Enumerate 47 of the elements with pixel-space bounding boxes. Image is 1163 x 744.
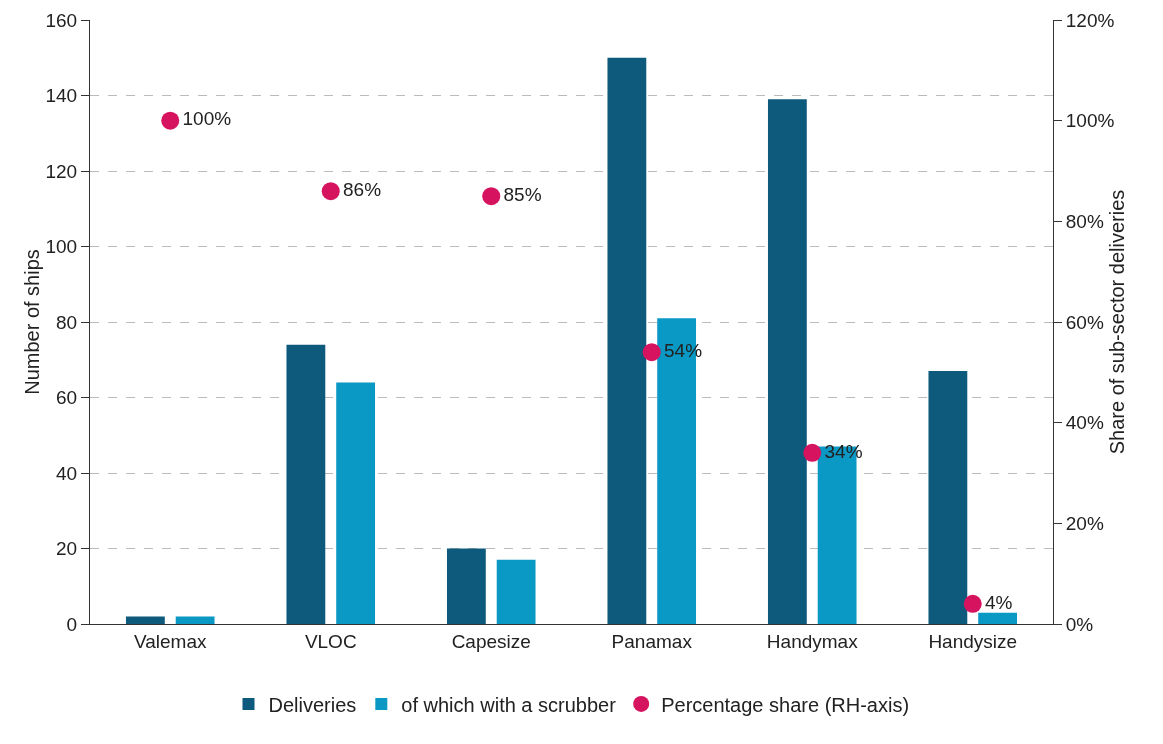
x-tick-label: Handysize bbox=[928, 630, 1018, 652]
bar bbox=[978, 612, 1018, 624]
y-tick-label: 60 bbox=[56, 387, 78, 409]
point bbox=[803, 443, 822, 462]
y-tick-label: 100 bbox=[45, 236, 78, 258]
legend-label: Deliveries bbox=[268, 693, 357, 716]
bar bbox=[125, 616, 165, 624]
bar bbox=[336, 382, 376, 624]
y-tick-label: 20 bbox=[56, 538, 78, 560]
point bbox=[642, 343, 661, 362]
point bbox=[321, 182, 340, 201]
y-tick-label: 140 bbox=[45, 85, 78, 107]
bar bbox=[767, 99, 807, 624]
y-tick-label: 80 bbox=[56, 311, 78, 333]
bar bbox=[446, 548, 486, 624]
data-label: 100% bbox=[182, 108, 232, 130]
y2-tick-label: 100% bbox=[1065, 110, 1115, 132]
bar bbox=[175, 616, 215, 624]
point bbox=[482, 187, 501, 206]
legend-label: of which with a scrubber bbox=[401, 693, 617, 716]
y2-tick-label: 120% bbox=[1065, 9, 1115, 31]
legend-label: Percentage share (RH-axis) bbox=[661, 693, 910, 716]
y2-tick-label: 60% bbox=[1065, 311, 1104, 333]
y2-axis-title: Share of sub-sector deliveries bbox=[1105, 189, 1128, 455]
y2-tick-label: 0% bbox=[1065, 613, 1094, 635]
data-label: 4% bbox=[985, 591, 1013, 613]
y-tick-label: 120 bbox=[45, 160, 78, 182]
x-tick-label: Panamax bbox=[611, 630, 693, 652]
x-tick-label: Capesize bbox=[451, 630, 531, 652]
bar bbox=[286, 344, 326, 624]
y2-tick-label: 20% bbox=[1065, 512, 1104, 534]
bar bbox=[928, 371, 968, 624]
point bbox=[963, 594, 982, 613]
bar bbox=[607, 57, 647, 624]
y-tick-label: 160 bbox=[45, 9, 78, 31]
x-tick-label: Handymax bbox=[766, 630, 859, 652]
y-tick-label: 0 bbox=[66, 613, 78, 635]
y2-tick-label: 40% bbox=[1065, 412, 1104, 434]
y2-tick-label: 80% bbox=[1065, 210, 1104, 232]
y-tick-label: 40 bbox=[56, 462, 78, 484]
x-tick-label: VLOC bbox=[304, 630, 357, 652]
data-label: 85% bbox=[503, 183, 542, 205]
x-tick-label: Valemax bbox=[133, 630, 207, 652]
bar bbox=[496, 559, 536, 624]
point bbox=[161, 111, 180, 130]
data-label: 86% bbox=[343, 178, 382, 200]
y-axis-title: Number of ships bbox=[21, 249, 44, 395]
